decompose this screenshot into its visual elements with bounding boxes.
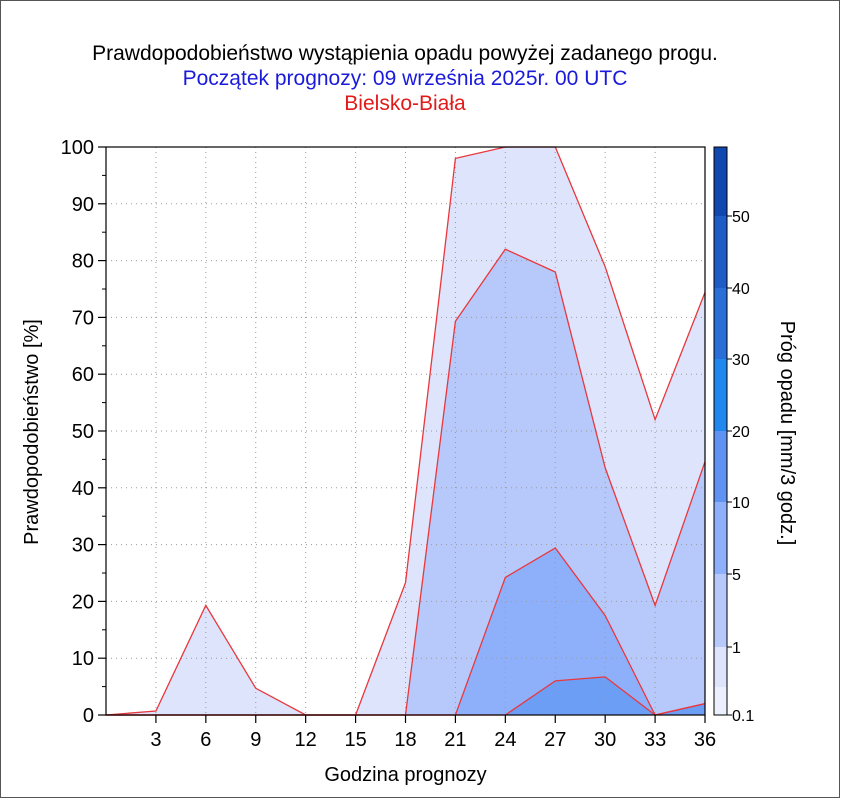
- y-tick-label: 60: [72, 364, 94, 386]
- y-tick-label: 90: [72, 194, 94, 216]
- x-tick-label: 12: [295, 729, 317, 751]
- x-tick-label: 18: [394, 729, 416, 751]
- y-tick-label: 20: [72, 591, 94, 613]
- x-tick-label: 36: [694, 729, 716, 751]
- x-tick-label: 15: [344, 729, 366, 751]
- y-tick-label: 70: [72, 307, 94, 329]
- forecast-start-subtitle: Początek prognozy: 09 września 2025r. 00…: [182, 67, 628, 90]
- x-tick-label: 24: [494, 729, 516, 751]
- colorbar-label: Próg opadu [mm/3 godz.]: [776, 321, 798, 546]
- colorbar-band: [714, 647, 727, 687]
- colorbar-band: [714, 288, 727, 359]
- x-tick-label: 27: [544, 729, 566, 751]
- x-axis-label: Godzina prognozy: [324, 764, 486, 786]
- colorbar-tick-label: 20: [732, 424, 750, 441]
- colorbar-band: [714, 216, 727, 288]
- x-axis-ticks: 3 6 9 12 15 18 21 24 27 30 33 36: [150, 715, 716, 751]
- chart-title: Prawdopodobieństwo wystąpienia opadu pow…: [92, 42, 718, 65]
- x-tick-label: 33: [644, 729, 666, 751]
- y-tick-label: 0: [83, 705, 94, 727]
- colorbar-tick-label: 30: [732, 352, 750, 369]
- colorbar-tick-label: 0.1: [732, 708, 754, 725]
- colorbar-tick-label: 50: [732, 209, 750, 226]
- y-tick-label: 40: [72, 478, 94, 500]
- y-tick-label: 80: [72, 251, 94, 273]
- y-tick-label: 30: [72, 535, 94, 557]
- x-tick-label: 3: [150, 729, 161, 751]
- area-threshold-5: [106, 548, 705, 715]
- y-tick-label: 100: [61, 137, 94, 159]
- area-threshold-10: [106, 676, 705, 715]
- x-tick-label: 30: [594, 729, 616, 751]
- colorbar-tick-label: 40: [732, 281, 750, 298]
- colorbar-tick-label: 5: [732, 567, 741, 584]
- colorbar-tick-label: 1: [732, 640, 741, 657]
- colorbar-band: [714, 502, 727, 574]
- contour-line-0-1: [105, 146, 706, 716]
- colorbar-band: [714, 687, 727, 715]
- colorbar-tick-label: 10: [732, 495, 750, 512]
- colorbar-band: [714, 359, 727, 431]
- y-axis-label: Prawdopodobieństwo [%]: [21, 319, 43, 545]
- colorbar-band: [714, 574, 727, 647]
- y-tick-label: 50: [72, 421, 94, 443]
- x-tick-label: 6: [200, 729, 211, 751]
- y-tick-label: 10: [72, 648, 94, 670]
- x-tick-label: 9: [250, 729, 261, 751]
- colorbar-band: [714, 431, 727, 502]
- location-subtitle: Bielsko-Biała: [344, 92, 466, 115]
- x-tick-label: 21: [444, 729, 466, 751]
- colorbar: 0.1 1 5 10 20 30 40 50: [713, 146, 754, 725]
- colorbar-band: [714, 147, 727, 216]
- y-axis-ticks: 0 10 20 30 40 50 60 70 80 90 100: [61, 137, 106, 727]
